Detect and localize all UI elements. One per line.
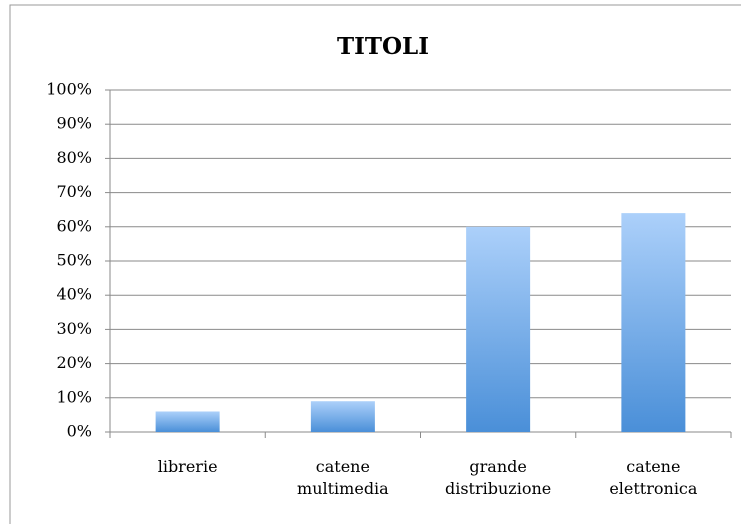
y-tick-label: 20% (56, 353, 92, 372)
y-tick-label: 10% (56, 387, 92, 406)
y-tick-label: 50% (56, 251, 92, 270)
bar (155, 411, 220, 432)
y-tick-label: 70% (56, 182, 92, 201)
chart-title: TITOLI (337, 33, 429, 60)
bar (466, 226, 531, 432)
x-tick-label: grande distribuzione (444, 457, 552, 498)
bar (310, 401, 375, 432)
x-tick-label: librerie (157, 457, 218, 476)
x-tick-label: catene elettronica (609, 457, 698, 498)
y-tick-label: 40% (56, 285, 92, 304)
bar (621, 213, 686, 432)
y-tick-label: 100% (46, 80, 92, 99)
y-tick-label: 0% (67, 422, 92, 441)
y-tick-label: 60% (56, 216, 92, 235)
y-tick-label: 90% (56, 114, 92, 133)
y-tick-label: 30% (56, 319, 92, 338)
x-tick-label: catene multimedia (297, 457, 389, 498)
y-tick-label: 80% (56, 148, 92, 167)
chart-frame (9, 4, 741, 524)
